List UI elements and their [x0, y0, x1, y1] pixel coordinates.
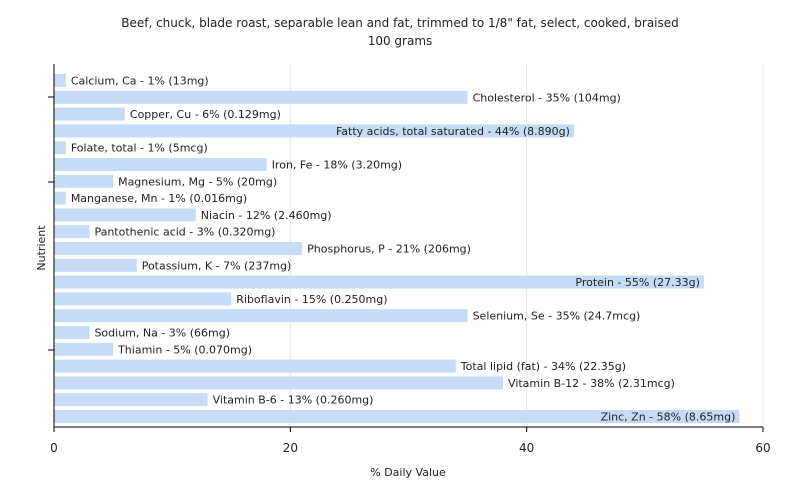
bar-10 — [54, 242, 303, 255]
bar-label-4: Folate, total - 1% (5mcg) — [71, 142, 208, 155]
chart-subtitle: 100 grams — [368, 34, 433, 48]
bar-label-12: Protein - 55% (27.33g) — [575, 276, 700, 289]
bar-12 — [54, 275, 704, 289]
bar-4 — [54, 141, 66, 155]
bar-7 — [54, 191, 66, 205]
bar-label-9: Pantothenic acid - 3% (0.320mg) — [94, 226, 275, 239]
bar-8 — [54, 208, 196, 222]
y-axis-label: Nutrient — [35, 225, 48, 271]
bar-label-17: Total lipid (fat) - 34% (22.35g) — [460, 360, 626, 373]
bar-label-10: Phosphorus, P - 21% (206mg) — [307, 243, 471, 256]
bar-label-19: Vitamin B-6 - 13% (0.260mg) — [213, 394, 374, 407]
bar-label-11: Potassium, K - 7% (237mg) — [142, 259, 292, 272]
bar-label-6: Magnesium, Mg - 5% (20mg) — [118, 175, 277, 188]
bar-label-14: Selenium, Se - 35% (24.7mcg) — [473, 310, 641, 323]
bar-label-8: Niacin - 12% (2.460mg) — [201, 209, 332, 222]
bar-label-15: Sodium, Na - 3% (66mg) — [94, 327, 230, 340]
bar-15 — [54, 326, 90, 339]
bar-11 — [54, 258, 137, 272]
x-tick-label-0: 0 — [50, 441, 58, 455]
x-tick-label-2: 40 — [519, 441, 534, 455]
bar-label-0: Calcium, Ca - 1% (13mg) — [71, 75, 209, 88]
bars: Calcium, Ca - 1% (13mg) Cholesterol - 35%… — [54, 74, 740, 424]
bar-16 — [54, 342, 114, 356]
bar-18 — [54, 376, 504, 390]
bar-20 — [54, 410, 740, 423]
bar-2 — [54, 107, 125, 121]
bar-label-2: Copper, Cu - 6% (0.129mg) — [130, 108, 281, 121]
bar-label-5: Iron, Fe - 18% (3.20mg) — [272, 159, 402, 172]
x-tick-label-3: 60 — [755, 441, 770, 455]
bar-label-7: Manganese, Mn - 1% (0.016mg) — [71, 192, 247, 205]
bar-0 — [54, 74, 66, 87]
bar-label-20: Zinc, Zn - 58% (8.65mg) — [601, 411, 736, 424]
bar-6 — [54, 174, 114, 188]
axes — [48, 64, 763, 428]
bar-9 — [54, 225, 90, 239]
bar-label-3: Fatty acids, total saturated - 44% (8.89… — [336, 125, 570, 138]
bar-13 — [54, 292, 232, 306]
bar-label-16: Thiamin - 5% (0.070mg) — [117, 343, 252, 356]
x-tick-labels: 0 20 40 60 — [50, 427, 771, 455]
bar-17 — [54, 359, 456, 373]
bar-label-13: Riboflavin - 15% (0.250mg) — [236, 293, 387, 306]
x-axis-label: % Daily Value — [370, 466, 446, 479]
x-tick-label-1: 20 — [283, 441, 298, 455]
bar-1 — [54, 90, 468, 104]
bar-5 — [54, 158, 267, 171]
bar-14 — [54, 309, 468, 323]
bar-label-18: Vitamin B-12 - 38% (2.31mcg) — [508, 377, 675, 390]
chart-title: Beef, chuck, blade roast, separable lean… — [121, 16, 679, 30]
bar-label-1: Cholesterol - 35% (104mg) — [473, 91, 621, 104]
bar-19 — [54, 393, 208, 407]
bar-3 — [54, 124, 574, 138]
